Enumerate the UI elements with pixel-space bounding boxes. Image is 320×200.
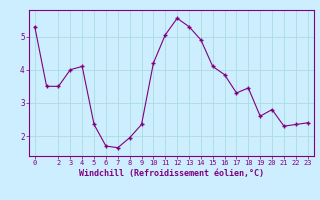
X-axis label: Windchill (Refroidissement éolien,°C): Windchill (Refroidissement éolien,°C): [79, 169, 264, 178]
